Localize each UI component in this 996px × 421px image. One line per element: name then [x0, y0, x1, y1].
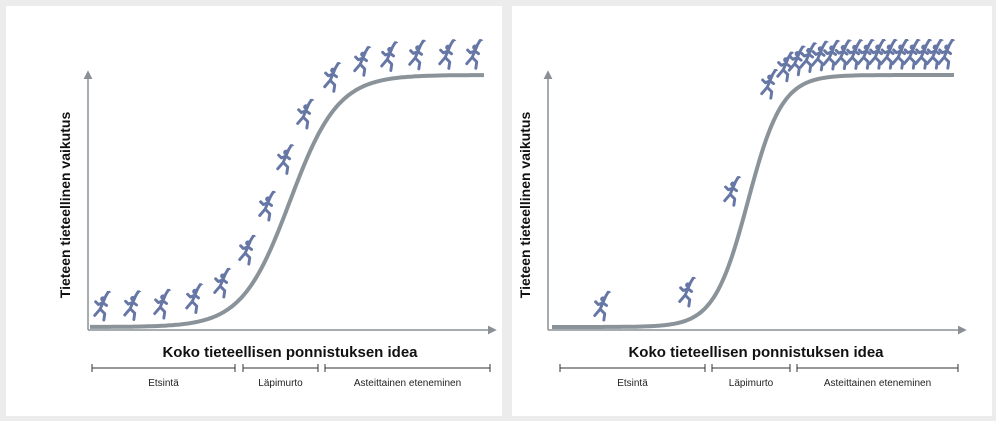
- panel: Tieteen tieteellinen vaikutus Koko tiete…: [57, 39, 497, 389]
- phase-label: Läpimurto: [258, 378, 303, 389]
- phase-label: Läpimurto: [729, 378, 774, 389]
- phase-label: Asteittainen eteneminen: [354, 378, 461, 389]
- phase-label: Etsintä: [148, 378, 179, 389]
- phase-label: Etsintä: [617, 378, 648, 389]
- panel: Tieteen tieteellinen vaikutus Koko tiete…: [517, 39, 967, 389]
- x-axis-label: Koko tieteellisen ponnistuksen idea: [162, 344, 418, 361]
- y-axis-label: Tieteen tieteellinen vaikutus: [517, 112, 533, 299]
- curve: [552, 73, 954, 329]
- y-axis-label: Tieteen tieteellinen vaikutus: [57, 112, 73, 299]
- x-axis-label: Koko tieteellisen ponnistuksen idea: [628, 344, 884, 361]
- curve: [90, 73, 484, 329]
- phase-label: Asteittainen eteneminen: [824, 378, 931, 389]
